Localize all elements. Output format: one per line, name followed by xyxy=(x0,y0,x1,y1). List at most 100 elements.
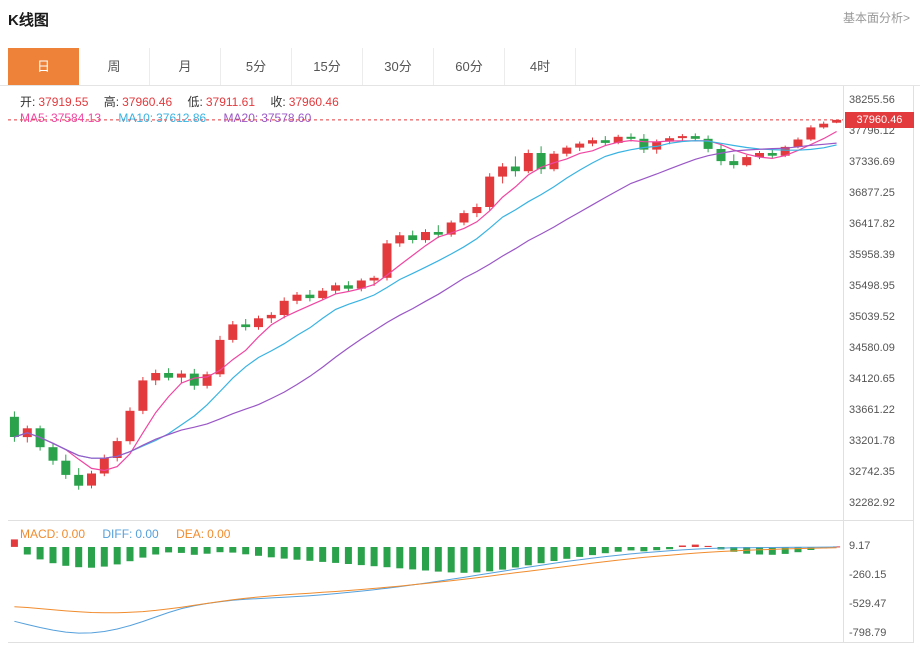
ma5-label: MA5: xyxy=(20,111,49,125)
candle xyxy=(228,321,238,343)
y-axis-label: 37336.69 xyxy=(849,156,895,168)
open-value: 37919.55 xyxy=(38,95,89,109)
candle xyxy=(536,146,546,174)
candle xyxy=(588,137,597,147)
header: K线图 基本面分析> xyxy=(0,0,920,48)
macd-bar xyxy=(614,547,622,552)
candle xyxy=(510,156,520,177)
y-axis-label: 32282.92 xyxy=(849,497,895,509)
macd-bar xyxy=(75,547,83,568)
candle xyxy=(241,319,251,331)
candle xyxy=(125,407,135,445)
macd-legend: MACD: 0.00 DIFF: 0.00 DEA: 0.00 xyxy=(20,527,244,541)
ma10-value: 37612.86 xyxy=(156,111,207,125)
y-axis-label: 35958.39 xyxy=(849,249,895,261)
candle xyxy=(549,151,559,172)
ohlc-legend: 开: 37919.55 高: 37960.46 低: 37911.61 收: 37960… xyxy=(20,93,351,110)
dea-line xyxy=(14,547,837,614)
candle xyxy=(176,370,186,384)
candle xyxy=(459,210,469,226)
candle xyxy=(151,369,161,386)
candle xyxy=(742,155,752,167)
candle xyxy=(832,119,842,124)
candle xyxy=(87,470,96,489)
macd-bar xyxy=(62,547,70,566)
candle xyxy=(472,203,482,218)
close-label: 收: xyxy=(270,95,286,109)
ma20-line xyxy=(14,142,837,459)
axis-divider xyxy=(843,86,844,643)
candle xyxy=(292,292,302,305)
candle xyxy=(305,290,315,302)
candle xyxy=(48,442,58,465)
candle xyxy=(343,281,353,292)
tab-30分[interactable]: 30分 xyxy=(363,48,434,85)
macd-bar xyxy=(319,547,327,562)
macd-bar xyxy=(396,547,404,569)
candle xyxy=(639,134,649,153)
y-axis-label: -260.15 xyxy=(849,569,887,581)
y-axis-label: 34580.09 xyxy=(849,342,895,354)
fundamental-analysis-link[interactable]: 基本面分析> xyxy=(842,11,910,25)
candle xyxy=(395,232,405,247)
candle xyxy=(523,149,533,174)
candle xyxy=(189,368,199,390)
main-chart-svg[interactable] xyxy=(8,86,843,520)
tab-日[interactable]: 日 xyxy=(8,48,79,85)
macd-bar xyxy=(460,547,468,573)
macd-bar xyxy=(216,547,224,553)
macd-value: 0.00 xyxy=(61,527,86,541)
ma10-line xyxy=(14,140,837,459)
macd-bar xyxy=(165,547,173,553)
macd-bar xyxy=(139,547,147,558)
tab-4时[interactable]: 4时 xyxy=(505,48,576,85)
tab-5分[interactable]: 5分 xyxy=(221,48,292,85)
macd-bar xyxy=(100,547,108,567)
macd-bar xyxy=(499,547,507,570)
macd-bar xyxy=(190,547,198,555)
candle xyxy=(575,141,585,151)
candle xyxy=(485,173,495,211)
tabbar: 日周月 5分 15分 30分 60分 4时 xyxy=(0,48,920,86)
tab-60分[interactable]: 60分 xyxy=(434,48,505,85)
macd-bar xyxy=(794,547,802,553)
macd-bar xyxy=(486,547,494,572)
diff-value: 0.00 xyxy=(135,527,159,541)
macd-bar xyxy=(524,547,532,566)
macd-bar xyxy=(49,547,57,564)
macd-bar xyxy=(267,547,275,558)
macd-bar xyxy=(691,544,699,547)
ma20-value: 37578.60 xyxy=(261,111,312,125)
y-axis-label: 35498.95 xyxy=(849,280,895,292)
tab-月[interactable]: 月 xyxy=(150,48,221,85)
candle xyxy=(408,230,418,244)
macd-bar xyxy=(113,547,121,565)
candle xyxy=(767,149,777,159)
candle xyxy=(806,125,816,141)
ma-legend: MA5: 37584.13 MA10: 37612.86 MA20: 37578.60 xyxy=(20,111,325,125)
candle xyxy=(729,154,739,169)
macd-bar xyxy=(23,547,31,555)
ma10-label: MA10: xyxy=(118,111,154,125)
candle xyxy=(562,145,572,157)
tab-15分[interactable]: 15分 xyxy=(292,48,363,85)
macd-bar xyxy=(88,547,95,568)
macd-bar xyxy=(370,547,378,567)
macd-bar xyxy=(473,547,481,573)
dea-value-label: DEA: xyxy=(176,527,205,541)
tab-周[interactable]: 周 xyxy=(79,48,150,85)
macd-chart-svg[interactable] xyxy=(8,520,843,643)
macd-bar xyxy=(126,547,134,562)
y-axis-label: 34120.65 xyxy=(849,373,895,385)
ma20-label: MA20: xyxy=(223,111,259,125)
macd-bar xyxy=(409,547,417,570)
candle xyxy=(331,282,341,294)
candle xyxy=(61,454,71,479)
y-axis-label: 9.17 xyxy=(849,540,871,552)
candle xyxy=(600,136,610,146)
candle xyxy=(164,368,174,381)
y-axis-label: 33661.22 xyxy=(849,404,895,416)
macd-bar xyxy=(357,547,365,566)
candle xyxy=(202,371,212,389)
macd-bar xyxy=(242,547,250,555)
